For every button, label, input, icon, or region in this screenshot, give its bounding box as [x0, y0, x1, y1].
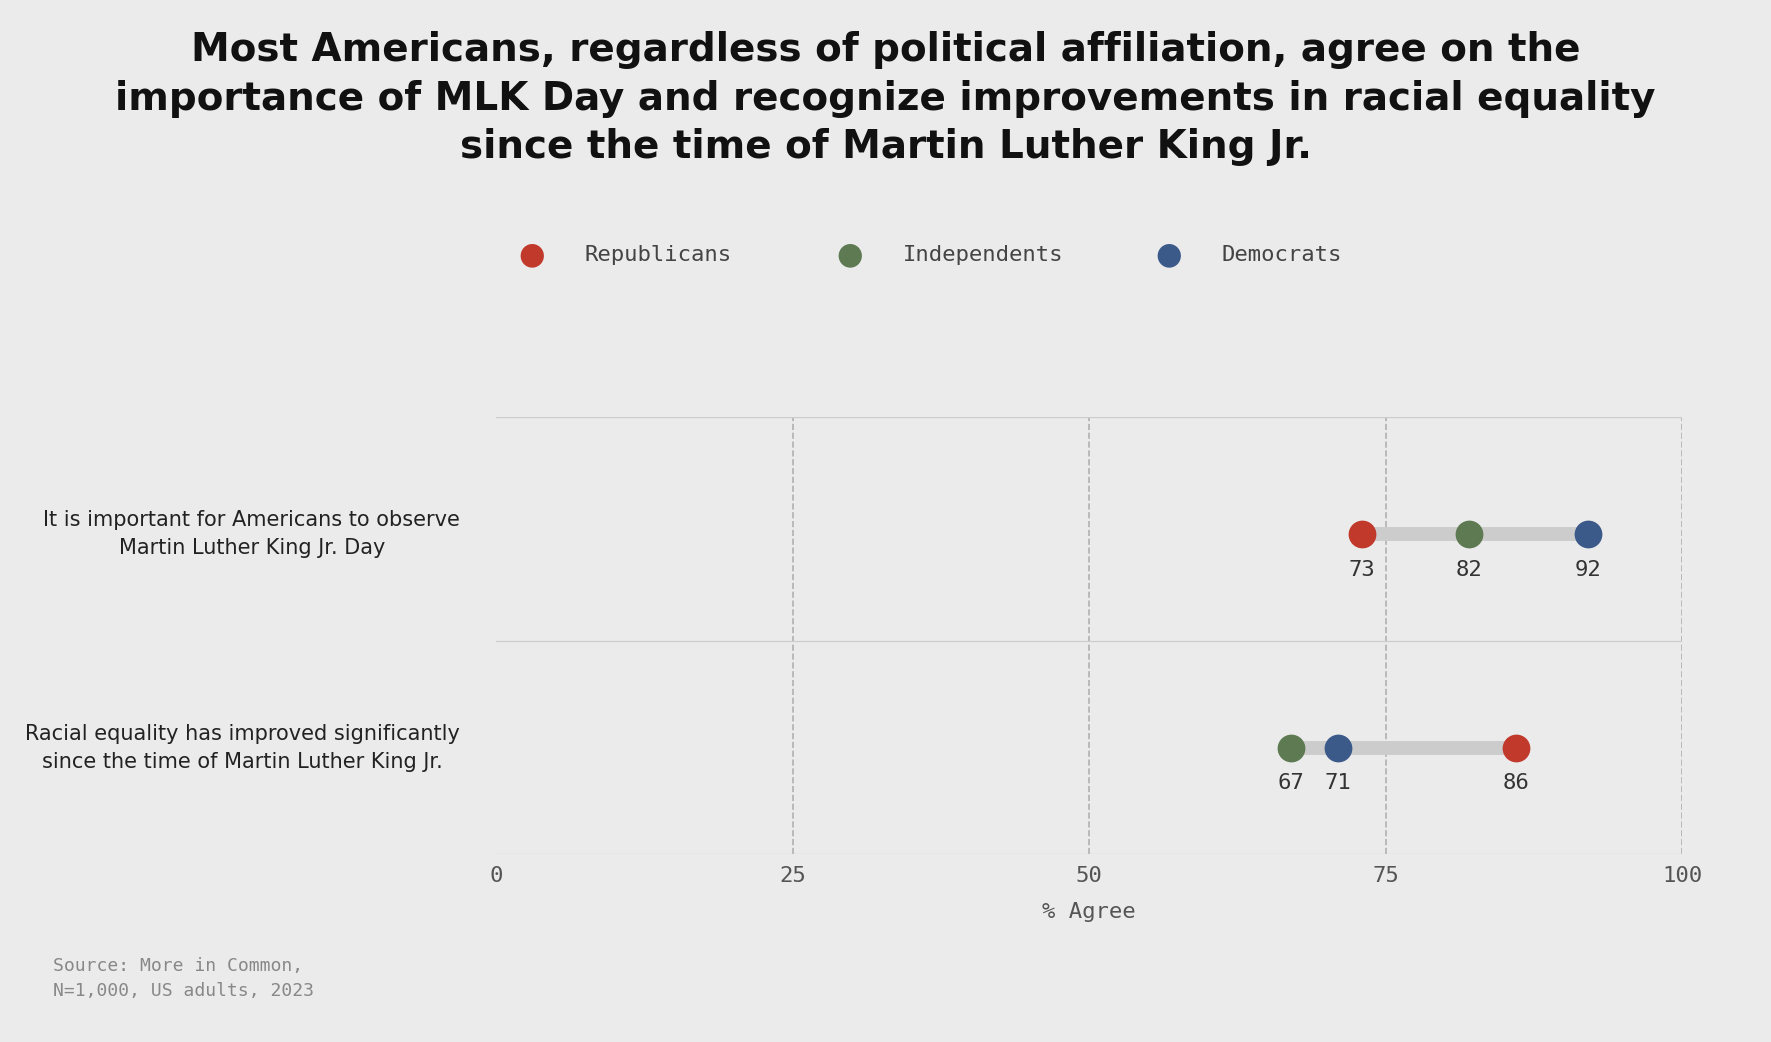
Text: ●: ●: [1155, 241, 1183, 270]
Text: Source: More in Common,
N=1,000, US adults, 2023: Source: More in Common, N=1,000, US adul…: [53, 958, 313, 1000]
Text: ●: ●: [836, 241, 864, 270]
Point: [1454, 526, 1482, 543]
Point: [1573, 526, 1601, 543]
Point: [1277, 740, 1305, 756]
Text: Most Americans, regardless of political affiliation, agree on the
importance of : Most Americans, regardless of political …: [115, 31, 1656, 167]
Text: 82: 82: [1456, 560, 1482, 579]
Text: ●: ●: [517, 241, 545, 270]
X-axis label: % Agree: % Agree: [1043, 902, 1135, 922]
Point: [1348, 526, 1376, 543]
Text: Democrats: Democrats: [1222, 245, 1342, 266]
Point: [1502, 740, 1530, 756]
Text: 73: 73: [1350, 560, 1376, 579]
Text: It is important for Americans to observe
Martin Luther King Jr. Day: It is important for Americans to observe…: [44, 511, 460, 559]
Text: Independents: Independents: [903, 245, 1064, 266]
Point: [1325, 740, 1353, 756]
Text: 86: 86: [1504, 773, 1530, 793]
Text: 92: 92: [1574, 560, 1601, 579]
Text: 67: 67: [1277, 773, 1303, 793]
Text: 71: 71: [1325, 773, 1351, 793]
Text: Racial equality has improved significantly
since the time of Martin Luther King : Racial equality has improved significant…: [25, 724, 460, 772]
Text: Republicans: Republicans: [584, 245, 731, 266]
